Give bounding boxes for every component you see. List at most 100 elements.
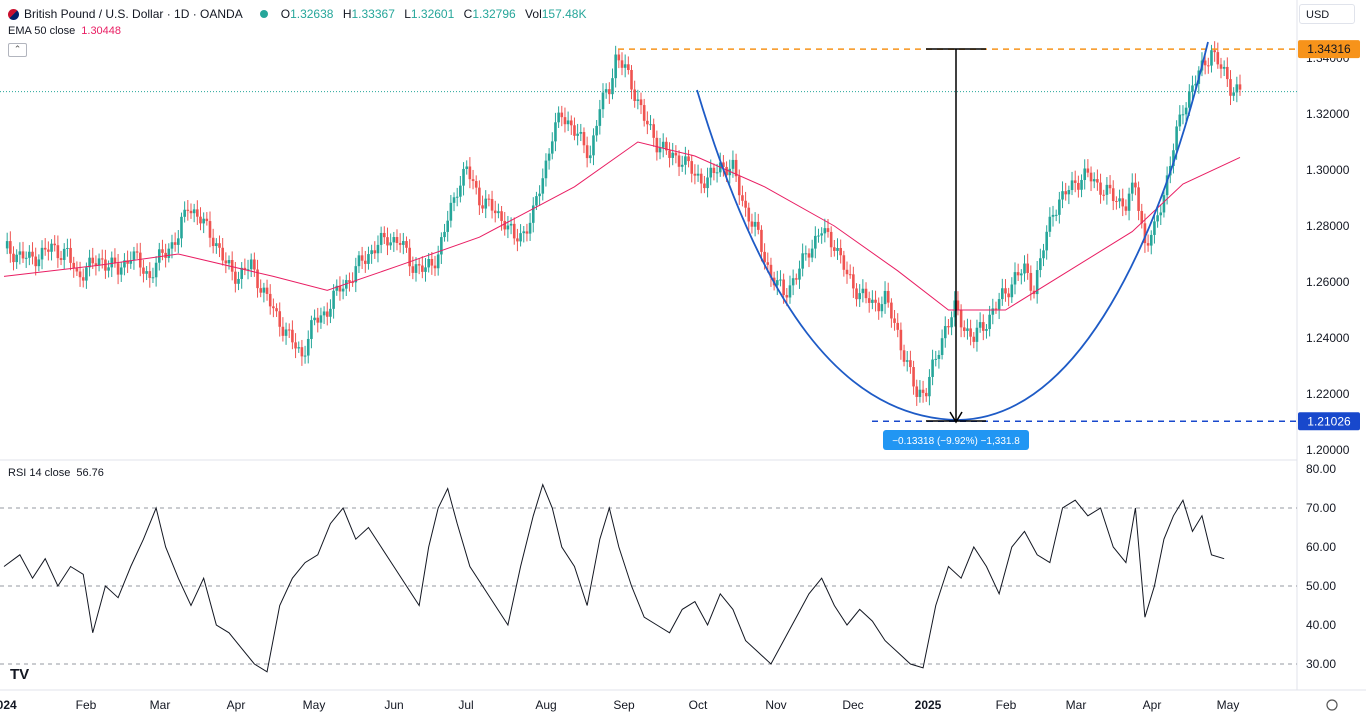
- candle-body: [100, 258, 104, 260]
- candle-body: [725, 166, 728, 176]
- candle-body: [550, 141, 554, 154]
- candle-body: [985, 329, 988, 331]
- candle-body: [211, 237, 215, 247]
- candle-body: [1172, 150, 1175, 167]
- candle-body: [91, 257, 95, 264]
- candle-body: [373, 250, 377, 254]
- candle-body: [1162, 195, 1166, 213]
- currency-selector[interactable]: USD: [1299, 4, 1355, 24]
- resistance-price-label: 1.34316: [1307, 42, 1351, 56]
- candle-body: [414, 264, 418, 273]
- candle-body: [227, 260, 231, 264]
- candle-body: [874, 299, 877, 303]
- candle-body: [972, 336, 976, 342]
- candle-body: [585, 145, 589, 159]
- candle-body: [218, 243, 221, 248]
- time-axis-label: Oct: [689, 698, 708, 712]
- candle-body: [516, 238, 519, 242]
- candle-body: [262, 287, 266, 293]
- rsi-tick-label: 60.00: [1306, 540, 1336, 554]
- candle-body: [852, 274, 855, 289]
- candle-body: [1134, 182, 1137, 188]
- rsi-tick-label: 30.00: [1306, 657, 1336, 671]
- time-axis-label: Sep: [613, 698, 635, 712]
- candle-body: [978, 322, 982, 328]
- candle-body: [278, 311, 282, 327]
- candle-body: [449, 202, 453, 221]
- candle-body: [750, 221, 754, 227]
- candle-body: [959, 310, 963, 328]
- symbol-title[interactable]: British Pound / U.S. Dollar · 1D · OANDA: [24, 7, 243, 21]
- candle-body: [636, 99, 640, 101]
- candle-body: [608, 89, 611, 95]
- candle-body: [474, 181, 478, 188]
- candle-body: [633, 89, 636, 101]
- candle-body: [1016, 272, 1020, 276]
- candle-body: [1146, 243, 1150, 246]
- candle-body: [912, 367, 915, 387]
- ema-legend[interactable]: EMA 50 close 1.30448: [8, 25, 121, 37]
- collapse-legend-button[interactable]: ⌃: [8, 43, 27, 57]
- candle-body: [620, 60, 624, 68]
- candle-body: [367, 254, 370, 264]
- candle-body: [462, 168, 465, 186]
- candle-body: [135, 251, 139, 253]
- candle-body: [810, 248, 814, 258]
- time-axis-label: Dec: [842, 698, 863, 712]
- candle-body: [157, 249, 161, 263]
- candle-body: [113, 257, 117, 264]
- candle-body: [671, 152, 675, 158]
- candle-body: [256, 269, 259, 289]
- candle-body: [411, 266, 415, 273]
- time-axis-label: 2025: [915, 698, 942, 712]
- candle-body: [313, 317, 316, 321]
- tradingview-logo[interactable]: TV: [10, 666, 30, 683]
- candle-body: [1222, 66, 1226, 69]
- rsi-tick-label: 50.00: [1306, 579, 1336, 593]
- candle-body: [680, 164, 684, 167]
- ema-label: EMA 50 close: [8, 25, 76, 37]
- time-axis-label: Aug: [535, 698, 556, 712]
- candle-body: [741, 195, 744, 201]
- candle-body: [97, 258, 101, 266]
- candle-body: [823, 228, 827, 234]
- candle-body: [785, 295, 789, 298]
- time-axis-label: 2024: [0, 698, 17, 712]
- candle-body: [642, 105, 646, 121]
- candle-body: [1061, 191, 1064, 200]
- candle-body: [1045, 231, 1048, 251]
- candle-body: [1004, 288, 1007, 294]
- candle-body: [110, 257, 114, 268]
- candle-body: [196, 209, 199, 217]
- rsi-legend[interactable]: RSI 14 close 56.76: [8, 467, 104, 479]
- candle-body: [230, 260, 234, 272]
- candle-body: [1013, 272, 1017, 285]
- candle-body: [804, 253, 808, 255]
- candle-body: [604, 89, 608, 93]
- candle-body: [104, 259, 107, 271]
- candle-body: [1159, 212, 1163, 216]
- candle-body: [500, 211, 503, 221]
- candle-body: [791, 278, 795, 286]
- candle-body: [769, 264, 773, 278]
- candle-body: [582, 132, 586, 146]
- candle-body: [221, 247, 224, 261]
- candle-body: [940, 338, 944, 355]
- rsi-tick-label: 80.00: [1306, 462, 1336, 476]
- candle-body: [883, 290, 887, 305]
- candle-body: [1115, 201, 1118, 203]
- candle-body: [1051, 214, 1055, 217]
- candle-body: [455, 196, 459, 198]
- candle-body: [1219, 64, 1223, 69]
- candle-body: [1130, 182, 1134, 194]
- candle-body: [1070, 180, 1074, 191]
- low-value: 1.32601: [410, 7, 455, 21]
- candle-body: [88, 257, 91, 268]
- candle-body: [569, 120, 573, 126]
- ema50-line: [3, 141, 1241, 311]
- price-tick-label: 1.26000: [1306, 275, 1350, 289]
- candle-body: [547, 153, 551, 161]
- candle-body: [348, 280, 351, 283]
- candle-body: [481, 205, 484, 209]
